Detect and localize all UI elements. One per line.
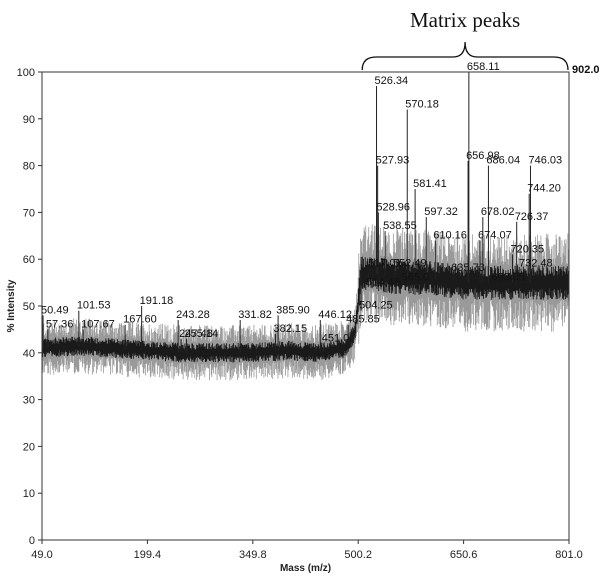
peak-label: 504.25: [359, 300, 393, 312]
peak-label: 610.16: [433, 229, 467, 241]
x-tick-label: 650.6: [450, 549, 478, 561]
x-tick-label: 199.4: [134, 549, 162, 561]
peak-label: 597.32: [424, 206, 458, 218]
x-tick-label: 801.0: [555, 549, 583, 561]
max-intensity-label: 902.0: [572, 64, 600, 76]
peak-label: 57.36: [46, 318, 74, 330]
y-tick-label: 10: [23, 488, 35, 500]
peak-label: 635.73: [451, 262, 485, 274]
peak-label: 101.53: [77, 300, 111, 312]
y-tick-label: 70: [23, 207, 35, 219]
peak-label: 107.67: [81, 318, 115, 330]
x-tick-label: 49.0: [31, 549, 52, 561]
peak-label: 746.03: [528, 155, 562, 167]
peak-label: 528.96: [376, 201, 410, 213]
peak-label: 693.05: [491, 272, 525, 284]
x-tick-label: 349.8: [239, 549, 267, 561]
y-tick-label: 50: [23, 301, 35, 313]
matrix-peaks-annotation: Matrix peaks: [361, 8, 569, 71]
peak-label: 517.01: [368, 258, 402, 270]
peak-label: 656.98: [466, 150, 500, 162]
y-tick-label: 60: [23, 254, 35, 266]
y-tick-label: 20: [23, 441, 35, 453]
x-axis-title: Mass (m/z): [280, 563, 331, 574]
peak-label: 331.82: [238, 309, 272, 321]
peak-label: 485.85: [346, 314, 380, 326]
peak-label: 382.15: [273, 323, 307, 335]
peak-label: 732.48: [519, 258, 553, 270]
y-tick-label: 0: [29, 535, 35, 547]
spectrum-peaks: [42, 72, 531, 353]
peak-label: 527.93: [376, 155, 410, 167]
peak-label: 678.02: [481, 206, 515, 218]
peak-label: 243.28: [176, 309, 210, 321]
peak-label: 658.11: [467, 61, 500, 73]
peak-label: 581.41: [413, 178, 447, 190]
peak-label: 167.60: [123, 314, 157, 326]
peak-label: 565.0: [402, 272, 430, 284]
x-axis-ticks: 49.0 199.4 349.8 500.2 650.6 801.0: [31, 540, 583, 561]
peak-label: 446.12: [318, 309, 352, 321]
peak-label: 686.04: [486, 155, 520, 167]
annotation-label: Matrix peaks: [410, 8, 520, 32]
peak-label: 526.34: [375, 75, 409, 87]
peak-label: 247.48: [179, 328, 213, 340]
y-tick-label: 30: [23, 395, 35, 407]
peak-label: 255.14: [184, 328, 218, 340]
y-axis-ticks: 0 10 20 30 40 50 60 70 80 90 100: [17, 67, 42, 547]
peak-label: 514.48: [366, 276, 400, 288]
peak-label: 726.37: [515, 211, 549, 223]
y-tick-label: 80: [23, 161, 35, 173]
y-axis-title: % Intensity: [6, 279, 17, 332]
x-tick-label: 500.2: [344, 549, 372, 561]
y-tick-label: 100: [17, 67, 35, 79]
peak-label: 720.35: [510, 244, 544, 256]
y-tick-label: 90: [23, 114, 35, 126]
peak-label: 50.49: [41, 304, 69, 316]
peak-label: 744.20: [527, 183, 561, 195]
peak-label: 451.0: [322, 332, 350, 344]
peak-label: 385.90: [276, 304, 310, 316]
peak-label: 570.18: [405, 98, 439, 110]
annotation-brace: [361, 41, 569, 71]
peak-label: 552.49: [393, 258, 427, 270]
peak-label: 538.55: [383, 220, 417, 232]
spectrum-noise-trace: [41, 224, 570, 381]
y-tick-label: 40: [23, 348, 35, 360]
peak-label: 674.07: [478, 229, 512, 241]
peak-label: 191.18: [140, 295, 174, 307]
